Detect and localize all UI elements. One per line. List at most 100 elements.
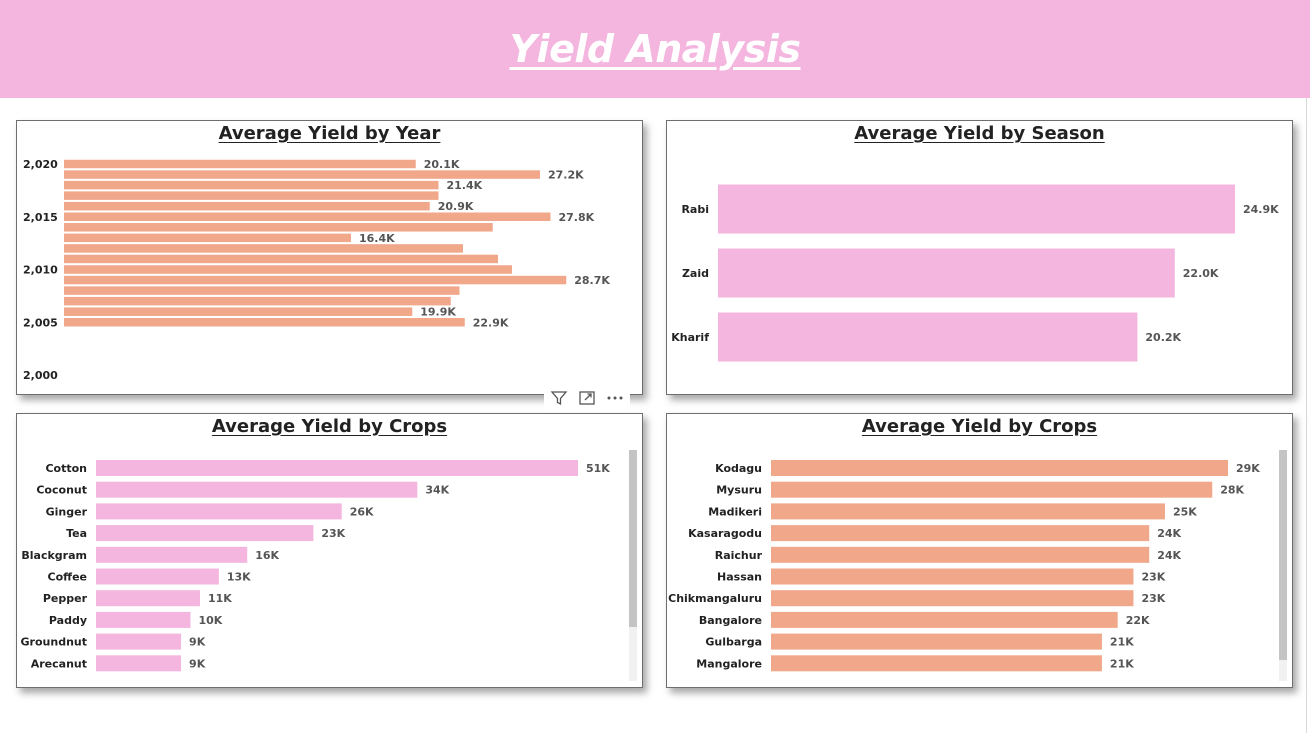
data-label: 20.1K <box>424 158 460 171</box>
bar[interactable] <box>771 546 1150 563</box>
data-label: 13K <box>227 571 251 584</box>
scrollbar-thumb[interactable] <box>1279 450 1287 660</box>
more-options-icon[interactable] <box>604 387 626 409</box>
data-label: 26K <box>350 505 374 518</box>
bar[interactable] <box>96 633 182 650</box>
category-label: Coconut <box>36 484 87 497</box>
bar[interactable] <box>96 611 191 628</box>
header-banner: Yield Analysis <box>0 0 1310 98</box>
data-label: 10K <box>199 614 223 627</box>
bar[interactable] <box>64 223 493 232</box>
bar[interactable] <box>64 159 416 169</box>
bar[interactable] <box>771 503 1165 520</box>
bar[interactable] <box>64 201 430 211</box>
data-label: 22.0K <box>1183 267 1219 280</box>
bar[interactable] <box>771 481 1213 498</box>
scrollbar-track[interactable] <box>1279 450 1287 681</box>
bar[interactable] <box>96 503 342 520</box>
category-label: Ginger <box>46 505 88 518</box>
bar[interactable] <box>96 590 200 607</box>
bar[interactable] <box>96 568 219 585</box>
data-label: 28.7K <box>574 274 610 287</box>
data-label: 23K <box>1141 571 1165 584</box>
category-label: Hassan <box>717 571 762 584</box>
category-label: Madikeri <box>708 505 762 518</box>
category-label: Chikmangaluru <box>668 592 762 605</box>
bar[interactable] <box>64 254 498 264</box>
data-label: 23K <box>321 527 345 540</box>
bar[interactable] <box>64 191 439 200</box>
bar[interactable] <box>771 568 1134 585</box>
bar[interactable] <box>96 655 182 672</box>
filter-icon[interactable] <box>548 387 570 409</box>
data-label: 23K <box>1141 592 1165 605</box>
category-label: Kharif <box>671 331 709 344</box>
bar[interactable] <box>771 460 1228 476</box>
category-label: Mysuru <box>716 484 762 497</box>
data-label: 20.9K <box>438 200 474 213</box>
data-label: 21K <box>1110 636 1134 649</box>
y-tick-label: 2,010 <box>23 264 58 277</box>
data-label: 22K <box>1126 614 1150 627</box>
bar[interactable] <box>718 312 1138 362</box>
bar[interactable] <box>64 265 512 274</box>
bar[interactable] <box>64 296 451 306</box>
category-label: Zaid <box>682 267 709 280</box>
bar[interactable] <box>64 233 351 243</box>
chart-yield-by-district[interactable]: Kodagu 29K Mysuru 28K Madikeri 25K Kasaragodu 2… <box>667 414 1294 689</box>
visual-header-toolbar <box>544 386 630 410</box>
bar[interactable] <box>96 546 248 563</box>
data-label: 19.9K <box>420 306 456 319</box>
bar[interactable] <box>64 275 567 285</box>
bar[interactable] <box>718 184 1235 234</box>
bar[interactable] <box>771 655 1102 672</box>
category-label: Rabi <box>681 203 709 216</box>
bar[interactable] <box>64 212 551 222</box>
chart-yield-by-year[interactable]: 2,020 2,015 2,010 2,005 2,000 20.1K 27.2K 21.4K… <box>17 121 644 396</box>
panel-yield-by-district[interactable]: Average Yield by Crops Kodagu 29K Mysuru 28… <box>666 413 1293 688</box>
data-label: 16.4K <box>359 232 395 245</box>
panel-yield-by-crops[interactable]: Average Yield by Crops Cotton 51K Coconut 3… <box>16 413 643 688</box>
chart-yield-by-season[interactable]: Rabi 24.9K Zaid 22.0K Kharif 20.2K <box>667 121 1294 396</box>
bar[interactable] <box>64 286 460 295</box>
bar[interactable] <box>64 180 439 190</box>
bar[interactable] <box>64 307 413 316</box>
bar[interactable] <box>64 244 463 253</box>
bar[interactable] <box>771 590 1134 607</box>
category-label: Gulbarga <box>705 636 762 649</box>
bar[interactable] <box>718 248 1175 298</box>
bar[interactable] <box>771 611 1118 628</box>
bar[interactable] <box>96 481 418 498</box>
chart-title: Average Yield by Season <box>854 123 1105 144</box>
chart-yield-by-crops[interactable]: Cotton 51K Coconut 34K Ginger 26K Tea 23K Blackg… <box>17 414 644 689</box>
category-label: Cotton <box>45 462 87 475</box>
data-label: 24.9K <box>1243 203 1279 216</box>
bar[interactable] <box>64 318 465 327</box>
panel-yield-by-season[interactable]: Average Yield by Season Rabi 24.9K Zaid 22.… <box>666 120 1293 395</box>
data-label: 34K <box>425 484 449 497</box>
data-label: 9K <box>189 657 206 670</box>
category-label: Paddy <box>49 614 87 627</box>
data-label: 21K <box>1110 657 1134 670</box>
category-label: Pepper <box>43 592 88 605</box>
data-label: 20.2K <box>1145 331 1181 344</box>
data-label: 11K <box>208 592 232 605</box>
chart-title: Average Yield by Crops <box>211 416 448 437</box>
y-tick-label: 2,005 <box>23 316 58 329</box>
bar[interactable] <box>96 525 314 542</box>
category-label: Kasaragodu <box>688 527 762 540</box>
category-label: Bangalore <box>699 614 762 627</box>
bar[interactable] <box>771 633 1102 650</box>
data-label: 51K <box>586 462 610 475</box>
data-label: 24K <box>1157 527 1181 540</box>
page-edge-divider <box>1306 98 1307 733</box>
scrollbar-thumb[interactable] <box>629 450 637 627</box>
y-tick-label: 2,020 <box>23 158 58 171</box>
panel-yield-by-year[interactable]: Average Yield by Year 2,020 2,015 2,010 2,0… <box>16 120 643 395</box>
bar[interactable] <box>96 460 578 476</box>
focus-mode-icon[interactable] <box>576 387 598 409</box>
scrollbar-track[interactable] <box>629 450 637 681</box>
bar[interactable] <box>771 525 1150 542</box>
data-label: 21.4K <box>447 179 483 192</box>
bar[interactable] <box>64 170 540 179</box>
